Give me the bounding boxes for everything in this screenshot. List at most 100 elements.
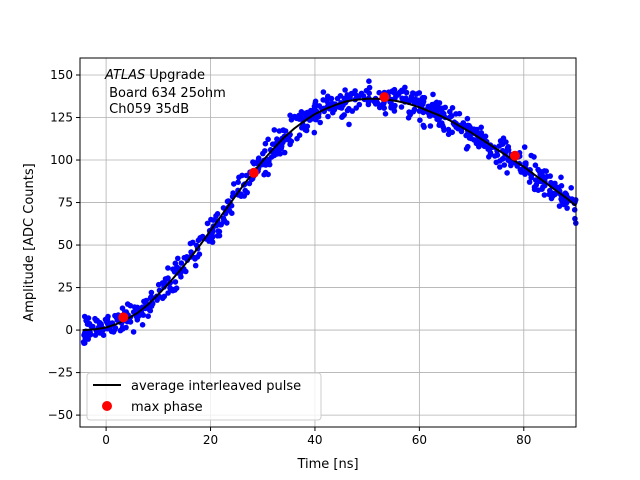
- sample-point: [261, 171, 267, 178]
- sample-point: [271, 127, 278, 133]
- y-tick-label: −25: [48, 366, 73, 380]
- sample-point: [356, 101, 363, 108]
- sample-point: [312, 98, 319, 105]
- y-tick-label: 125: [50, 111, 73, 125]
- sample-point: [260, 150, 266, 157]
- sample-point: [311, 129, 318, 136]
- sample-point: [243, 172, 250, 179]
- sample-point: [518, 169, 524, 175]
- sample-point: [105, 313, 111, 320]
- sample-point: [302, 127, 309, 133]
- sample-point: [541, 192, 548, 198]
- sample-point: [449, 105, 456, 111]
- sample-point: [325, 113, 331, 120]
- sample-point: [120, 326, 126, 332]
- sample-point: [417, 117, 423, 123]
- sample-point: [466, 135, 473, 141]
- sample-point: [277, 151, 284, 157]
- sample-point: [460, 120, 467, 126]
- sample-point: [98, 322, 104, 329]
- sample-point: [391, 108, 398, 114]
- average-pulse-layer: [82, 97, 577, 332]
- sample-point: [347, 93, 353, 100]
- legend-marker-swatch: [102, 401, 112, 411]
- sample-point: [539, 186, 545, 192]
- sample-point: [453, 111, 459, 117]
- legend-label-max-phase: max phase: [131, 400, 203, 415]
- sample-point: [317, 119, 324, 126]
- sample-point: [320, 89, 327, 95]
- annotation-atlas: ATLAS: [104, 68, 145, 83]
- sample-point: [304, 109, 311, 116]
- sample-point: [99, 330, 105, 337]
- y-tick-label: 150: [50, 68, 73, 82]
- sample-point: [206, 238, 212, 244]
- x-tick-label: 40: [307, 433, 322, 447]
- sample-point: [561, 201, 567, 208]
- sample-point: [411, 106, 418, 113]
- sample-point: [231, 181, 237, 187]
- sample-point: [178, 260, 185, 266]
- sample-point: [481, 143, 488, 150]
- sample-point: [474, 126, 480, 133]
- sample-point: [482, 133, 489, 140]
- sample-point: [492, 153, 498, 159]
- sample-point: [262, 140, 269, 147]
- sample-point: [296, 112, 302, 119]
- sample-point: [170, 266, 176, 273]
- sample-point: [204, 220, 211, 227]
- sample-point: [504, 170, 510, 176]
- sample-point: [172, 279, 179, 285]
- sample-point: [445, 131, 452, 138]
- sample-point: [568, 185, 574, 191]
- scatter-samples: [80, 78, 579, 347]
- sample-point: [170, 287, 176, 294]
- sample-point: [143, 297, 149, 304]
- sample-point: [214, 211, 221, 217]
- sample-point: [265, 136, 271, 143]
- max-phase-point: [248, 167, 259, 178]
- sample-point: [242, 187, 248, 194]
- sample-point: [448, 113, 455, 119]
- sample-point: [265, 158, 272, 164]
- sample-point: [403, 89, 410, 96]
- sample-point: [358, 90, 365, 97]
- sample-point: [175, 255, 181, 262]
- sample-point: [410, 90, 416, 96]
- axes-frame: [79, 57, 577, 428]
- legend-label-average: average interleaved pulse: [131, 379, 301, 394]
- sample-point: [497, 164, 503, 170]
- sample-point: [217, 222, 224, 228]
- sample-point: [281, 149, 288, 156]
- sample-point: [389, 88, 395, 95]
- legend: average interleaved pulse max phase: [86, 372, 322, 421]
- sample-point: [427, 113, 434, 119]
- sample-point: [216, 232, 223, 239]
- x-tick-label: 0: [102, 433, 110, 447]
- sample-point: [165, 290, 171, 296]
- sample-point: [405, 115, 412, 121]
- sample-point: [294, 135, 300, 142]
- sample-point: [172, 260, 179, 267]
- sample-point: [464, 115, 471, 122]
- sample-point: [439, 105, 445, 112]
- sample-point: [220, 215, 227, 222]
- sample-point: [531, 154, 537, 160]
- sample-point: [147, 307, 154, 314]
- sample-point: [265, 171, 271, 178]
- sample-point: [235, 179, 241, 185]
- sample-point: [487, 150, 494, 156]
- sample-point: [346, 105, 352, 112]
- sample-point: [85, 336, 91, 342]
- sample-point: [334, 95, 341, 102]
- sample-point: [130, 329, 137, 335]
- sample-point: [521, 144, 528, 150]
- x-tick-label: 20: [203, 433, 218, 447]
- sample-point: [388, 104, 394, 110]
- sample-point: [497, 158, 503, 164]
- sample-point: [208, 232, 214, 239]
- sample-point: [288, 117, 295, 123]
- sample-point: [420, 100, 426, 106]
- sample-point: [382, 111, 389, 117]
